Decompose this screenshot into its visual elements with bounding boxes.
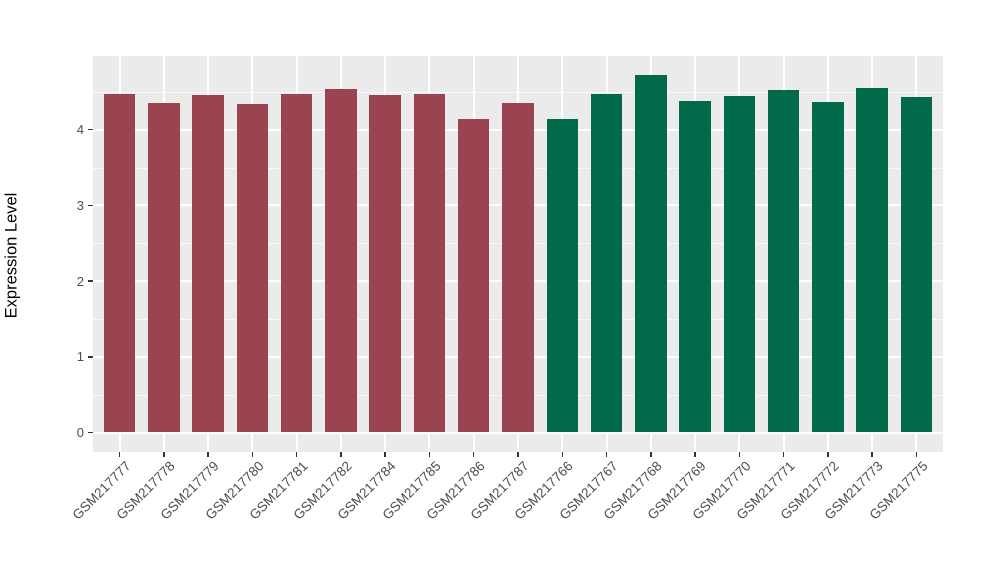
y-tick-label: 3 [76, 197, 84, 213]
x-tick-mark [738, 452, 741, 457]
x-tick-mark [340, 452, 342, 457]
x-tick-mark [428, 452, 431, 457]
y-tick-label: 4 [76, 122, 84, 138]
x-tick-mark [207, 452, 209, 457]
bar-GSM217766 [546, 119, 579, 433]
bar-GSM217784 [369, 94, 401, 433]
bar-GSM217777 [103, 94, 136, 433]
x-tick-mark [650, 452, 652, 457]
x-tick-mark [561, 452, 564, 457]
bar-GSM217778 [148, 103, 180, 433]
x-tick-mark [827, 452, 829, 457]
y-tick-mark [88, 431, 93, 434]
x-tick-mark [118, 452, 121, 457]
bar-GSM217787 [502, 103, 534, 433]
bar-GSM217772 [812, 101, 844, 433]
bar-GSM217782 [325, 88, 357, 433]
bar-GSM217769 [679, 100, 711, 433]
x-tick-mark [605, 452, 608, 457]
x-tick-mark [517, 452, 519, 457]
x-tick-mark [694, 452, 696, 457]
bar-GSM217767 [590, 94, 623, 433]
x-tick-mark [915, 452, 918, 457]
x-tick-mark [295, 452, 298, 457]
bar-GSM217770 [723, 95, 756, 433]
bar-GSM217779 [192, 94, 224, 433]
x-tick-mark [163, 452, 165, 457]
bar-GSM217768 [635, 75, 667, 433]
y-tick-mark [88, 128, 93, 131]
bar-GSM217775 [900, 97, 933, 433]
y-tick-label: 1 [76, 349, 84, 365]
bar-GSM217771 [767, 89, 800, 433]
bar-GSM217785 [413, 94, 446, 433]
x-tick-mark [472, 452, 475, 457]
y-tick-mark [88, 280, 93, 282]
bar-GSM217781 [280, 94, 313, 433]
x-tick-mark [251, 452, 254, 457]
y-axis-title: Expression Level [2, 192, 21, 319]
bar-GSM217786 [457, 119, 490, 433]
bar-GSM217773 [856, 88, 888, 433]
x-tick-mark [782, 452, 785, 457]
bar-GSM217780 [236, 103, 269, 433]
y-tick-mark [88, 356, 93, 358]
x-tick-mark [871, 452, 873, 457]
y-tick-label: 0 [76, 425, 84, 440]
y-tick-label: 2 [76, 273, 84, 289]
plot-panel [93, 56, 943, 452]
x-tick-mark [384, 452, 386, 457]
y-tick-mark [88, 204, 93, 207]
